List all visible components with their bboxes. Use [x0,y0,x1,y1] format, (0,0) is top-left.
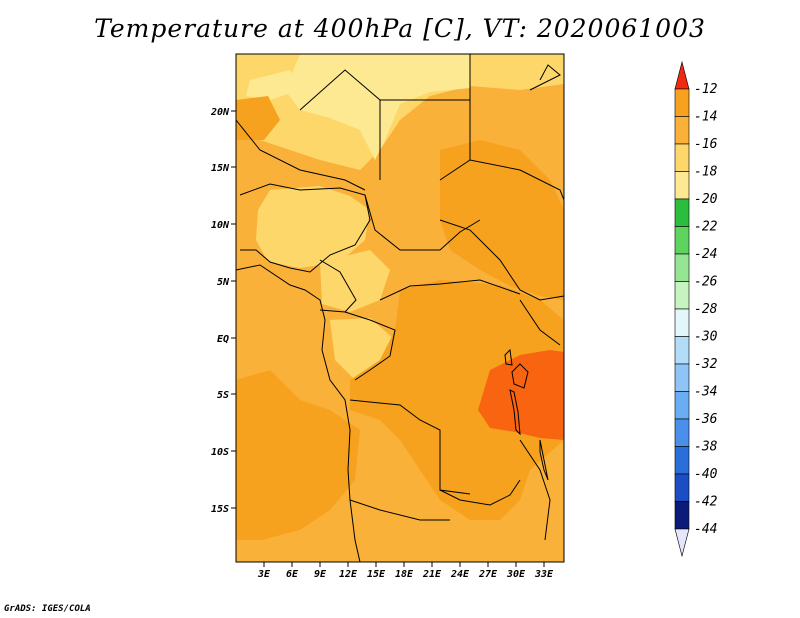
lat-label-15s: 15S [211,504,229,515]
lat-label-5n: 5N [217,277,230,288]
colorbar-box [674,116,690,145]
lake-malawi [539,439,549,481]
colorbar-labels: -12 -14 -16 -18 -20 -22 -24 -26 -28 -30 -32 -34 -36 -… [694,82,718,537]
lon-label-30e: 30E [506,569,526,580]
colorbar-label: -42 [694,495,718,510]
lon-label-21e: 21E [422,569,442,580]
colorbar-label: -14 [694,110,717,125]
lon-axis: 3E 6E 9E 12E 15E 18E 21E 24E 27E 30E 33E [257,569,554,580]
lat-label-20n: 20N [210,107,230,118]
border-niger-chad [235,119,366,191]
region-east-orange [440,140,564,300]
colorbar-label: -44 [694,522,717,537]
region-nw-orange [236,96,280,140]
lat-axis: 20N 15N 10N 5N EQ 5S 10S 15S [210,107,230,515]
lake-kivu [504,348,513,366]
colorbar-box [674,446,690,475]
lon-label-12e: 12E [339,569,358,580]
region-north-pale [285,54,470,160]
lon-label-24e: 24E [450,569,470,580]
colorbar-label: -34 [694,385,717,400]
map-area [235,53,565,563]
colorbar-label: -36 [694,412,718,427]
border-east-coast [529,64,561,91]
region-pale-patch [246,70,300,100]
border-namibia [349,499,361,563]
lon-label-6e: 6E [286,569,299,580]
colorbar-boxes [674,88,690,530]
lon-label-33e: 33E [534,569,554,580]
border-chad-car [364,194,481,251]
border-zambia [439,479,521,506]
colorbar: -12 -14 -16 -18 -20 -22 -24 -26 -28 -30 -32 -34 -36 -… [674,60,718,558]
map-frame [235,53,565,563]
border-car-drc [379,279,521,301]
chart-title: Temperature at 400hPa [C], VT: 202006100… [94,14,706,43]
lon-ticks [263,562,545,567]
colorbar-label: -28 [694,302,718,317]
region-hot-spot [478,350,564,440]
lat-label-10n: 10N [211,220,230,231]
lat-label-15n: 15N [211,163,230,174]
colorbar-label: -12 [694,82,718,97]
lon-label-27e: 27E [478,569,498,580]
lake-victoria [511,363,529,389]
colorbar-box [674,363,690,392]
colorbar-box [674,308,690,337]
border-cameroon [319,259,357,313]
colorbar-box [674,501,690,530]
lat-label-10s: 10S [211,447,229,458]
colorbar-box [674,281,690,310]
colorbar-label: -26 [694,275,718,290]
border-mozambique [519,439,551,541]
border-nigeria [239,183,371,273]
colorbar-box [674,143,690,172]
border-tanzania [519,299,561,346]
grads-credit: GrADS: IGES/COLA [4,604,91,614]
colorbar-box [674,198,690,227]
coastline [235,264,549,501]
colorbar-label: -16 [694,137,718,152]
region-cameroon-yellow [320,250,390,312]
lon-label-15e: 15E [367,569,386,580]
lat-label-5s: 5S [217,390,229,401]
lake-tanganyika [509,389,521,436]
region-central-orange [350,280,564,520]
country-borders [235,54,565,563]
border-sudan-south [439,159,565,201]
colorbar-label: -18 [694,165,718,180]
border-angola-south [349,499,450,521]
colorbar-box [674,88,690,117]
colorbar-box [674,391,690,420]
colorbar-box [674,171,690,200]
lon-label-9e: 9E [314,569,327,580]
colorbar-label: -20 [694,192,718,207]
region-southwest-orange [236,370,360,540]
region-nigeria-yellow [256,186,370,268]
colorbar-label: -38 [694,440,718,455]
colorbar-bottom-arrow [674,528,690,558]
border-south-sudan [439,219,565,301]
border-chad-libya [299,69,381,180]
colorbar-box [674,253,690,282]
colorbar-box [674,473,690,502]
coast-west [235,264,351,501]
colorbar-top-arrow [674,60,690,90]
lat-label-eq: EQ [217,334,229,345]
colorbar-label: -24 [694,247,717,262]
border-drc-angola [349,399,471,495]
colorbar-box [674,336,690,365]
lon-label-18e: 18E [395,569,414,580]
colorbar-box [674,226,690,255]
colorbar-label: -40 [694,467,718,482]
border-congo [344,311,396,381]
colorbar-label: -32 [694,357,718,372]
colorbar-box [674,418,690,447]
colorbar-label: -22 [694,220,718,235]
lon-label-3e: 3E [257,569,271,580]
colorbar-label: -30 [694,330,718,345]
lat-ticks [231,110,236,509]
